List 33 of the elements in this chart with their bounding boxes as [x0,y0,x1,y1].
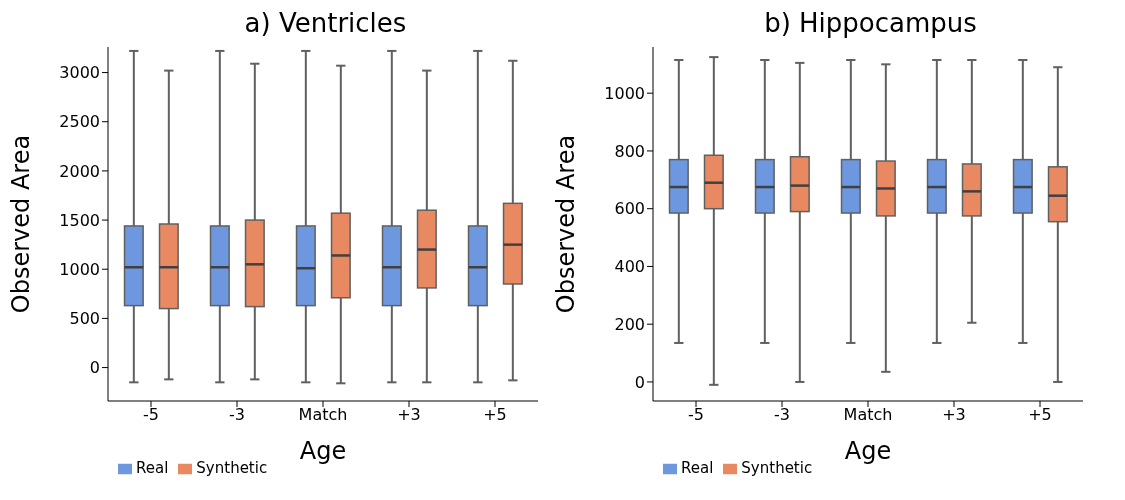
y-tick-label: 500 [69,309,100,329]
x-tick-label: -5 [143,405,159,425]
y-tick-label: 600 [614,199,645,219]
legend-label: Synthetic [741,459,813,477]
legend-label: Synthetic [196,459,268,477]
y-tick-label: 3000 [59,63,100,83]
x-tick-label: +3 [942,405,966,425]
x-axis-title: Age [299,437,347,465]
chart-title: b) Hippocampus [763,8,978,40]
y-tick-label: 400 [614,257,645,277]
y-tick-label: 2500 [59,112,100,132]
x-axis-title: Age [844,437,892,465]
x-tick-label: +3 [397,405,421,425]
y-axis-title: Observed Area [6,134,35,314]
y-tick-label: 800 [614,141,645,161]
y-tick-label: 1000 [604,83,645,103]
x-tick-label: +5 [1028,405,1052,425]
y-tick-label: 0 [634,372,645,392]
y-tick-label: 1000 [59,259,100,279]
x-tick-label: +5 [483,405,507,425]
chart-title: a) Ventricles [243,8,408,40]
y-tick-label: 2000 [59,161,100,181]
x-tick-label: -5 [688,405,704,425]
y-tick-label: 0 [89,358,100,378]
y-axis-title: Observed Area [551,134,580,314]
x-tick-label: -3 [774,405,790,425]
x-tick-label: -3 [229,405,245,425]
x-tick-label: Match [298,405,348,425]
y-tick-label: 1500 [59,210,100,230]
legend-label: Real [681,459,714,477]
x-tick-label: Match [843,405,893,425]
legend-label: Real [136,459,169,477]
y-tick-label: 200 [614,314,645,334]
